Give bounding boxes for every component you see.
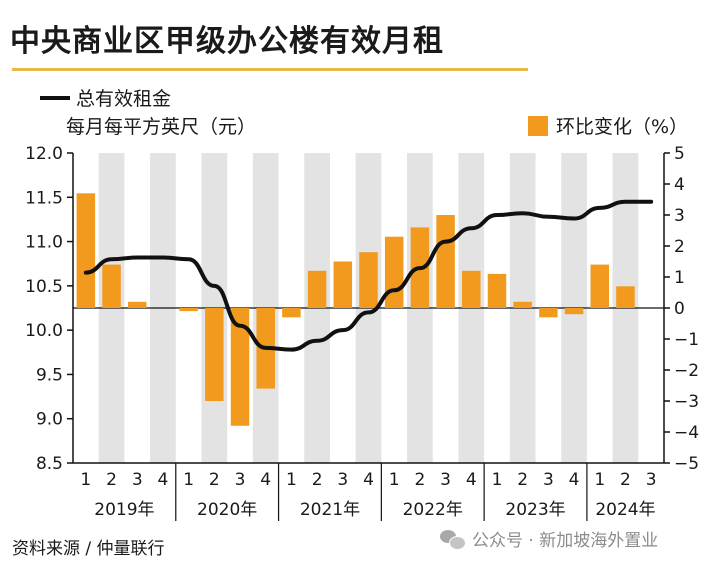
bar xyxy=(564,308,584,315)
bar xyxy=(102,264,121,308)
right-tick-label: 2 xyxy=(674,237,685,257)
quarter-label: 1 xyxy=(389,470,400,490)
left-tick-label: 9.0 xyxy=(36,410,63,430)
bar xyxy=(282,308,301,318)
quarter-label: 1 xyxy=(286,470,297,490)
year-label: 2019年 xyxy=(94,500,154,520)
left-tick-label: 8.5 xyxy=(36,454,63,474)
legend-bar-label: 环比变化（%） xyxy=(556,116,689,138)
bar xyxy=(513,301,532,308)
bar xyxy=(307,270,327,308)
bar xyxy=(179,308,198,312)
wechat-icon xyxy=(440,528,466,550)
bar xyxy=(487,273,507,308)
bar xyxy=(127,301,147,308)
bar xyxy=(590,264,610,308)
left-tick-label: 10.0 xyxy=(25,321,63,341)
quarter-label: 2 xyxy=(312,470,323,490)
legend-line-entry: 总有效租金 xyxy=(40,84,171,111)
quarter-label: 1 xyxy=(80,470,91,490)
quarter-label: 3 xyxy=(337,470,348,490)
quarter-label: 2 xyxy=(517,470,528,490)
left-tick-label: 9.5 xyxy=(36,365,63,385)
year-label: 2023年 xyxy=(505,500,565,520)
right-tick-label: 1 xyxy=(674,268,685,288)
quarter-label: 4 xyxy=(569,470,580,490)
quarter-label: 2 xyxy=(620,470,631,490)
quarter-label: 4 xyxy=(260,470,271,490)
bar xyxy=(230,308,250,426)
right-tick-label: 0 xyxy=(674,299,685,319)
right-tick-label: 5 xyxy=(674,144,685,164)
left-tick-label: 11.0 xyxy=(25,233,63,253)
left-tick-label: 12.0 xyxy=(25,144,63,164)
right-tick-label: 3 xyxy=(674,206,685,226)
left-tick-label: 10.5 xyxy=(25,277,63,297)
legend-bar-swatch xyxy=(528,115,548,136)
quarter-label: 3 xyxy=(646,470,657,490)
bar xyxy=(76,193,96,308)
bar xyxy=(205,308,224,401)
quarter-label: 3 xyxy=(440,470,451,490)
bar xyxy=(539,308,558,318)
chart-title: 中央商业区甲级办公楼有效月租 xyxy=(10,24,444,59)
left-axis-unit-label: 每月每平方英尺（元） xyxy=(66,116,257,138)
bar xyxy=(616,286,635,308)
quarter-label: 1 xyxy=(594,470,605,490)
quarter-label: 4 xyxy=(158,470,169,490)
right-tick-label: 4 xyxy=(674,175,685,195)
quarter-label: 2 xyxy=(209,470,220,490)
year-label: 2024年 xyxy=(595,500,655,520)
rent-line xyxy=(83,199,654,352)
right-tick-label: −5 xyxy=(674,454,699,474)
right-tick-label: −2 xyxy=(674,361,699,381)
year-label: 2021年 xyxy=(300,500,360,520)
legend-line-label: 总有效租金 xyxy=(76,88,172,110)
right-tick-label: −1 xyxy=(674,330,699,350)
quarter-label: 4 xyxy=(363,470,374,490)
bar xyxy=(436,215,455,308)
bar xyxy=(462,270,481,308)
legend-bar-entry: 环比变化（%） xyxy=(528,112,688,139)
quarter-label: 3 xyxy=(543,470,554,490)
quarter-label: 2 xyxy=(106,470,117,490)
legend-line-swatch xyxy=(40,95,70,100)
quarter-label: 1 xyxy=(492,470,503,490)
left-tick-label: 11.5 xyxy=(25,188,63,208)
source-note: 资料来源 / 仲量联行 xyxy=(12,539,165,559)
quarter-label: 2 xyxy=(414,470,425,490)
bar xyxy=(384,236,404,308)
quarter-label: 1 xyxy=(183,470,194,490)
right-tick-label: −3 xyxy=(674,392,699,412)
watermark-text: 公众号 · 新加坡海外置业 xyxy=(472,531,659,551)
right-tick-label: −4 xyxy=(674,423,699,443)
bar xyxy=(333,261,353,308)
title-underline xyxy=(12,68,528,71)
year-label: 2022年 xyxy=(403,500,463,520)
quarter-label: 3 xyxy=(132,470,143,490)
year-label: 2020年 xyxy=(197,500,257,520)
quarter-label: 4 xyxy=(466,470,477,490)
quarter-label: 3 xyxy=(235,470,246,490)
bar xyxy=(359,252,378,308)
watermark: 公众号 · 新加坡海外置业 xyxy=(440,526,658,551)
